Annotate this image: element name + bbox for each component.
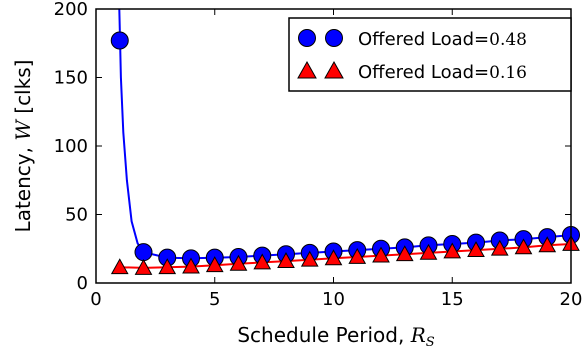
point-series-2-12 [372, 246, 390, 263]
y-tick-label-2: 100 [54, 136, 88, 157]
x-tick-label-1: 5 [209, 289, 220, 310]
point-series-2-19 [538, 236, 557, 253]
point-series-2-2 [134, 258, 153, 275]
legend-marker-series-2-a [297, 60, 317, 79]
legend-marker-series-1-b [325, 29, 343, 47]
y-tick-label-1: 50 [65, 205, 88, 226]
point-series-2-17 [490, 239, 509, 256]
legend-label-series-2: Offered Load=0.16 [358, 62, 527, 83]
point-series-2-8 [277, 252, 295, 268]
point-series-2-9 [300, 250, 319, 267]
point-series-2-6 [229, 254, 248, 271]
point-series-2-18 [514, 238, 533, 255]
point-series-1-2 [134, 243, 153, 262]
y-tick-label-4: 200 [54, 0, 88, 20]
legend-marker-series-2-b [324, 60, 344, 79]
point-series-1-1 [110, 31, 129, 50]
point-series-2-5 [205, 256, 224, 273]
y-tick-label-0: 0 [77, 273, 88, 294]
y-tick-label-3: 150 [54, 68, 88, 89]
x-tick-label-2: 10 [322, 289, 345, 310]
point-series-2-16 [467, 241, 485, 258]
y-axis-label: Latency, W [clks] [11, 60, 35, 233]
x-axis-label: Schedule Period, RS [237, 323, 434, 350]
point-series-2-1 [110, 258, 129, 275]
point-series-2-10 [324, 249, 343, 266]
point-series-2-4 [182, 257, 200, 274]
point-series-2-14 [419, 243, 438, 260]
point-series-2-3 [158, 258, 177, 275]
point-series-2-13 [395, 245, 414, 262]
legend-label-series-1: Offered Load=0.48 [358, 29, 527, 50]
legend-marker-series-1-a [298, 29, 316, 47]
x-tick-label-4: 20 [560, 289, 583, 310]
x-tick-label-3: 15 [441, 289, 464, 310]
point-series-2-15 [443, 242, 462, 259]
legend: Offered Load=0.48 Offered Load=0.16 [288, 17, 572, 92]
point-series-2-11 [348, 247, 367, 264]
data-markers [110, 31, 580, 275]
point-series-2-7 [253, 253, 272, 270]
x-tick-label-0: 0 [90, 289, 101, 310]
